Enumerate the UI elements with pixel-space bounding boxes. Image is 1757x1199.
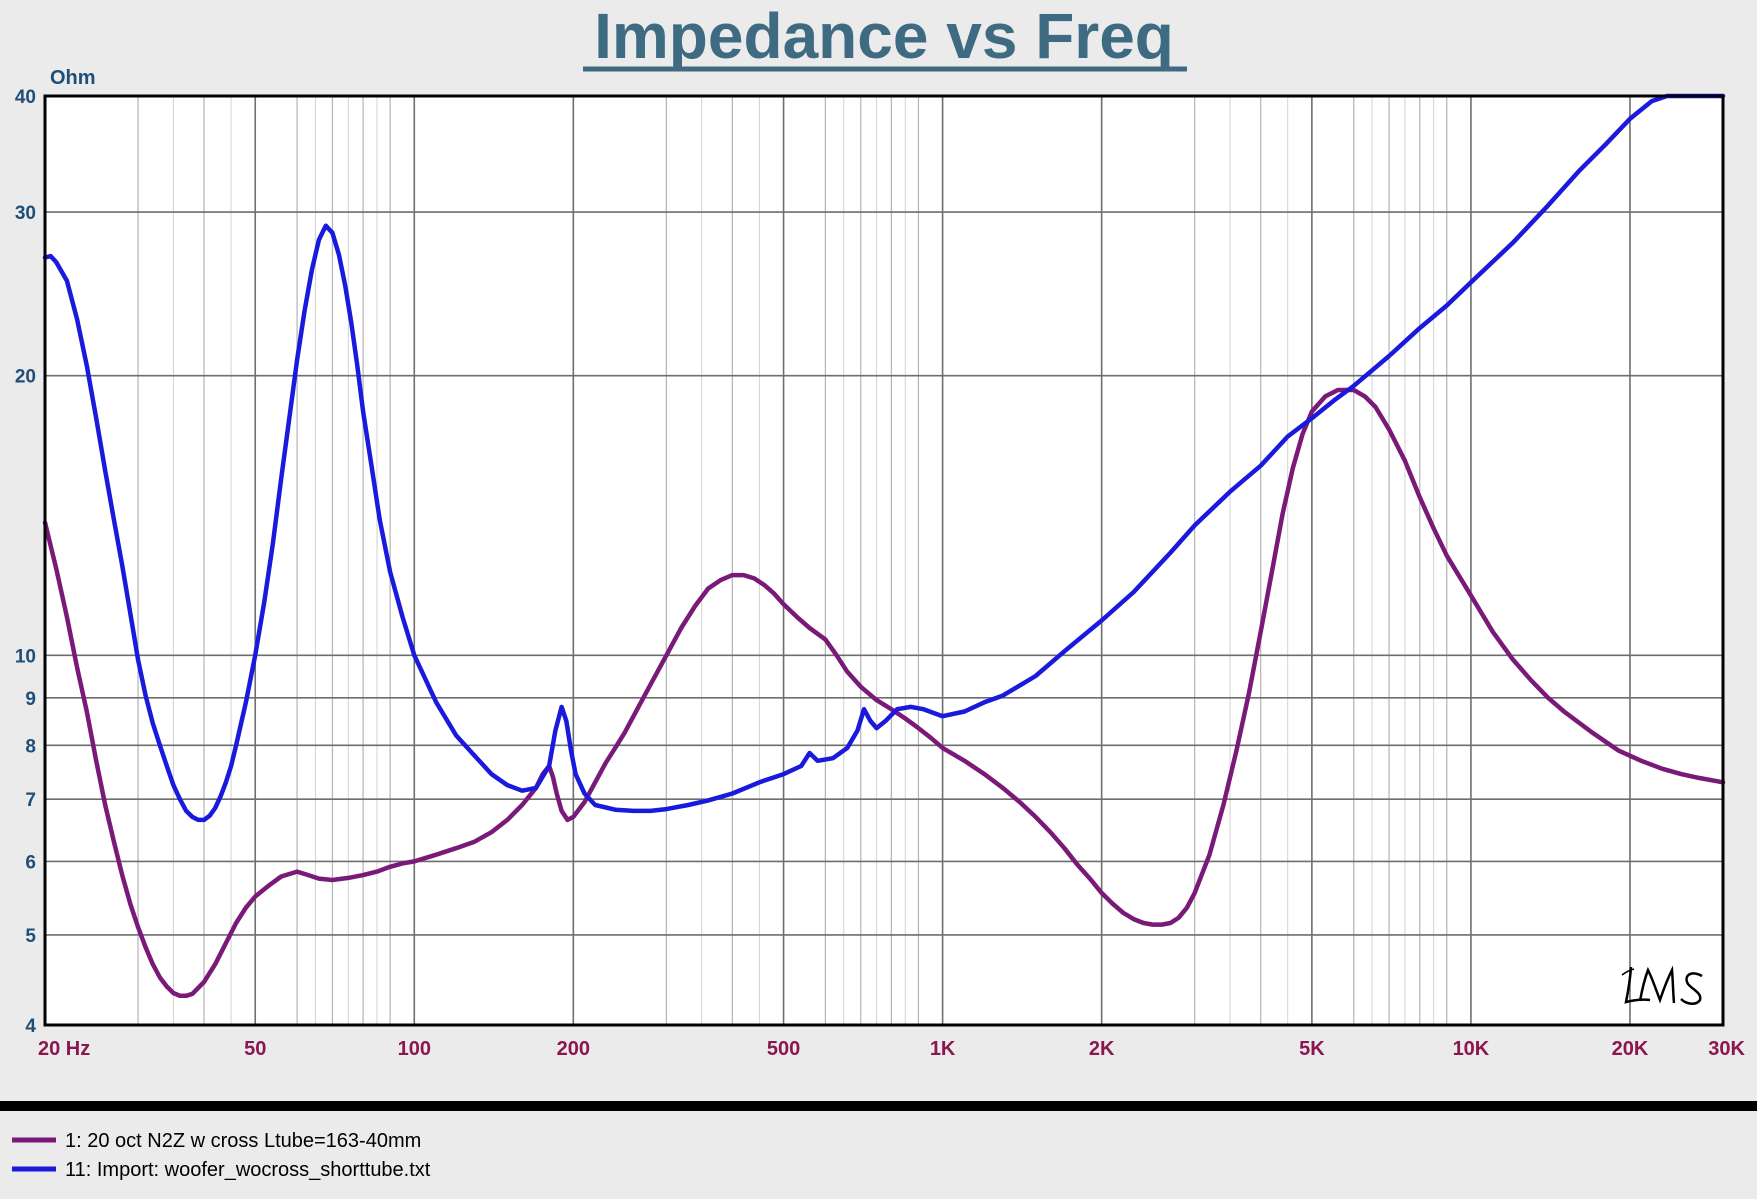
- y-axis-tick-labels: 40 30 20 10 9 8 7 6 5 4: [15, 87, 37, 1037]
- x-tick-label: 30K: [1708, 1038, 1745, 1060]
- x-tick-label: 10K: [1453, 1038, 1490, 1060]
- x-tick-label: 20K: [1612, 1038, 1649, 1060]
- y-tick-label: 5: [25, 926, 36, 947]
- x-tick-label: 2K: [1089, 1038, 1115, 1060]
- x-axis-tick-labels: 20 Hz 50 100 200 500 1K 2K 5K 10K 20K 30K: [38, 1038, 1746, 1060]
- legend-entry: 1: 20 oct N2Z w cross Ltube=163-40mm: [65, 1130, 421, 1152]
- y-tick-label: 40: [15, 87, 36, 108]
- series-layer: [42, 93, 1726, 999]
- chart-title: Impedance vs Freq: [594, 0, 1174, 72]
- plot-frame: [43, 94, 1725, 1027]
- x-tick-label: 50: [244, 1038, 266, 1060]
- y-tick-label: 8: [25, 736, 36, 757]
- y-tick-label: 4: [25, 1016, 36, 1037]
- x-tick-label: 20 Hz: [38, 1038, 90, 1060]
- x-tick-label: 5K: [1299, 1038, 1325, 1060]
- legend-entry: 11: Import: woofer_wocross_shorttube.txt: [65, 1159, 431, 1181]
- y-tick-label: 9: [25, 689, 36, 710]
- series-line-2: [42, 93, 1726, 823]
- y-tick-label: 10: [15, 646, 36, 667]
- legend-separator-bar: [0, 1101, 1757, 1111]
- x-tick-label: 500: [767, 1038, 800, 1060]
- plot-background: [45, 96, 1723, 1025]
- x-tick-label: 200: [557, 1038, 590, 1060]
- lms-logo-watermark: [1621, 965, 1703, 1005]
- legend: 1: 20 oct N2Z w cross Ltube=163-40mm 11: …: [12, 1130, 431, 1181]
- plot-area: [42, 93, 1726, 1027]
- x-tick-label: 1K: [930, 1038, 956, 1060]
- y-axis-unit-label: Ohm: [50, 67, 96, 89]
- x-tick-label: 100: [398, 1038, 431, 1060]
- y-tick-label: 7: [25, 790, 36, 811]
- y-tick-label: 20: [15, 367, 36, 388]
- y-tick-label: 30: [15, 203, 36, 224]
- series-line-1: [42, 387, 1726, 999]
- y-tick-label: 6: [25, 852, 36, 873]
